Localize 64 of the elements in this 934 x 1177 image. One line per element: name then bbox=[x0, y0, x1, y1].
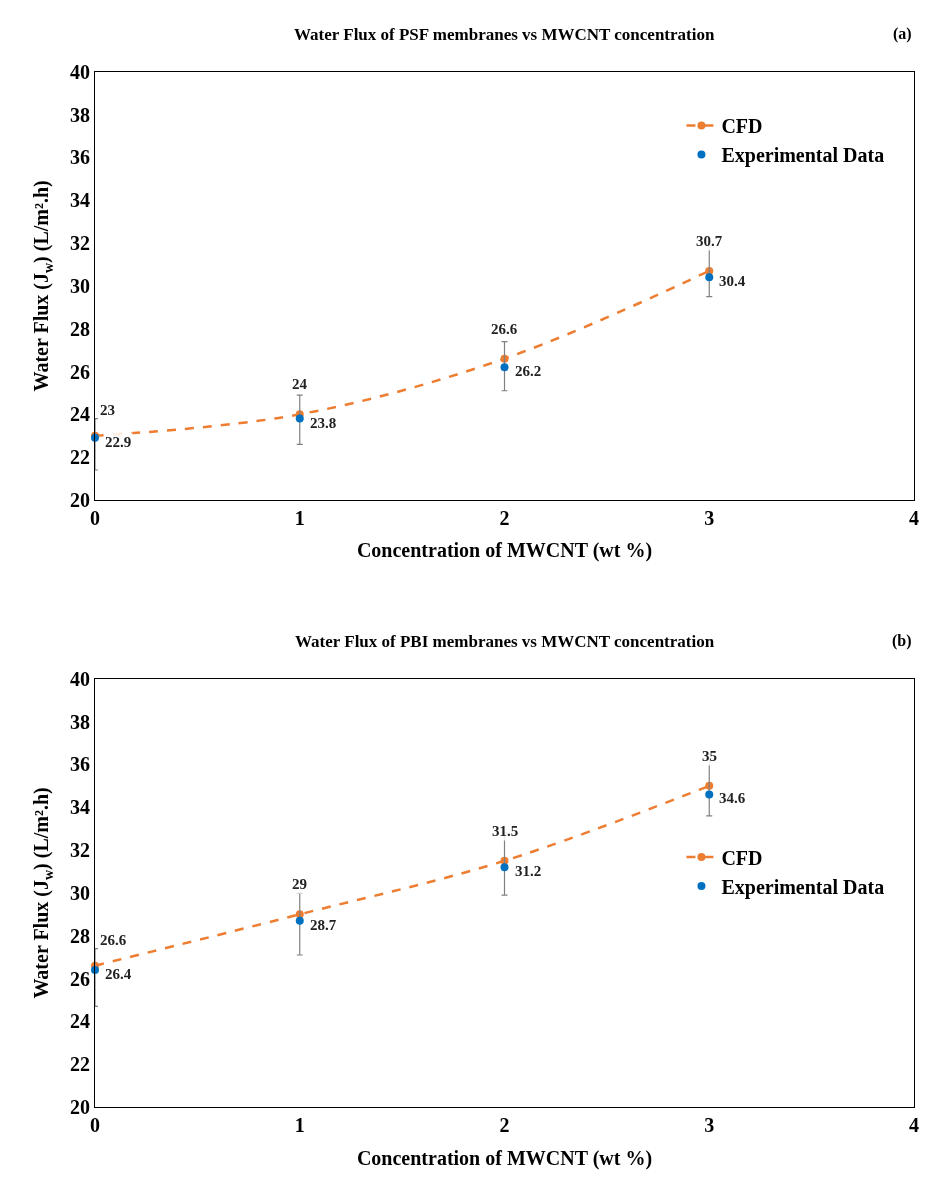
x-tick-label: 1 bbox=[294, 1114, 305, 1136]
x-tick-label: 1 bbox=[294, 506, 305, 529]
y-tick-label: 26 bbox=[70, 967, 90, 990]
x-axis-title: Concentration of MWCNT (wt %) bbox=[356, 1146, 653, 1170]
y-tick-label: 32 bbox=[70, 232, 90, 255]
y-tick-label: 36 bbox=[70, 146, 90, 169]
y-tick-label: 38 bbox=[70, 710, 90, 733]
point bbox=[500, 863, 509, 872]
text: (a) bbox=[893, 25, 912, 43]
data-label: 23.8 bbox=[310, 415, 337, 431]
point bbox=[500, 363, 509, 372]
y-tick-label: 28 bbox=[70, 924, 90, 947]
data-label: 34.6 bbox=[719, 790, 746, 806]
data-label: 35 bbox=[702, 748, 717, 764]
data-label: 29 bbox=[292, 876, 307, 892]
data-label: 30.4 bbox=[719, 273, 746, 289]
x-tick-label: 3 bbox=[704, 506, 715, 529]
y-tick-label: 22 bbox=[70, 446, 90, 469]
y-tick-label: 38 bbox=[70, 103, 90, 126]
point bbox=[295, 414, 304, 423]
data-label: 30.7 bbox=[696, 233, 723, 249]
data-label: 26.6 bbox=[100, 932, 127, 948]
data-label: 31.2 bbox=[515, 863, 542, 879]
legend-label: CFD bbox=[721, 846, 763, 869]
y-tick-label: 34 bbox=[70, 796, 90, 819]
point bbox=[705, 273, 714, 282]
text: (b) bbox=[892, 632, 912, 650]
point bbox=[295, 916, 304, 925]
chart-title: Water Flux of PSF membranes vs MWCNT concentration bbox=[294, 25, 715, 44]
y-tick-label: 32 bbox=[70, 839, 90, 862]
y-tick-label: 26 bbox=[70, 360, 90, 383]
x-tick-label: 0 bbox=[90, 1114, 100, 1136]
y-tick-label: 24 bbox=[70, 1010, 90, 1033]
data-label: 23 bbox=[100, 402, 115, 418]
data-label: 22.9 bbox=[105, 434, 132, 450]
legend-label: Experimental Data bbox=[721, 875, 885, 899]
data-label: 26.2 bbox=[515, 363, 542, 379]
data-label: 24 bbox=[292, 376, 308, 392]
y-tick-label: 20 bbox=[70, 488, 90, 511]
x-axis-title: Concentration of MWCNT (wt %) bbox=[356, 539, 653, 563]
y-tick-label: 36 bbox=[70, 753, 90, 776]
data-label: 28.7 bbox=[310, 917, 337, 933]
y-tick-label: 30 bbox=[70, 274, 90, 297]
y-tick-label: 40 bbox=[70, 667, 90, 690]
y-tick-label: 30 bbox=[70, 881, 90, 904]
y-tick-label: 34 bbox=[70, 189, 90, 212]
x-tick-label: 4 bbox=[909, 1114, 919, 1136]
point bbox=[705, 790, 714, 799]
y-tick-label: 24 bbox=[70, 403, 90, 426]
y-tick-label: 28 bbox=[70, 317, 90, 340]
x-tick-label: 4 bbox=[909, 506, 919, 529]
y-tick-label: 40 bbox=[70, 60, 90, 83]
y-tick-label: 20 bbox=[70, 1096, 90, 1118]
data-label: 26.4 bbox=[105, 966, 132, 982]
legend-label: Experimental Data bbox=[721, 144, 885, 168]
x-tick-label: 2 bbox=[499, 506, 510, 529]
x-tick-label: 3 bbox=[704, 1114, 715, 1136]
chart-title: Water Flux of PBI membranes vs MWCNT concentration bbox=[295, 632, 715, 651]
data-label: 31.5 bbox=[492, 823, 519, 839]
x-tick-label: 2 bbox=[499, 1114, 510, 1136]
legend-label: CFD bbox=[721, 115, 763, 138]
y-tick-label: 22 bbox=[70, 1053, 90, 1076]
data-label: 26.6 bbox=[491, 321, 518, 337]
x-tick-label: 0 bbox=[90, 506, 100, 529]
